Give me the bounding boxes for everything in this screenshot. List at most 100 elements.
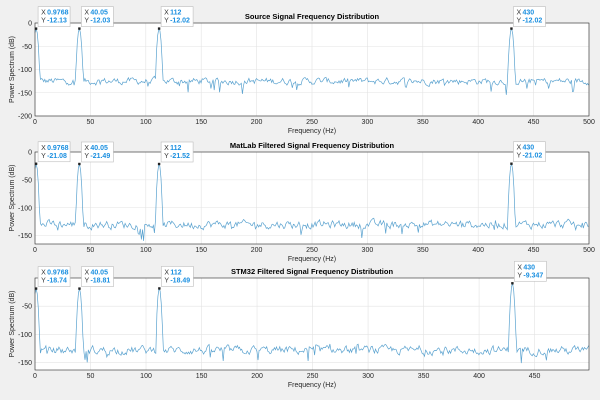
- y-tick-label: 0: [28, 150, 32, 157]
- datatip-x-key: X: [164, 145, 169, 152]
- datatip-x-key: X: [517, 264, 522, 271]
- x-tick-label: 0: [33, 119, 37, 126]
- datatip-box: [161, 266, 194, 287]
- x-tick-label: 450: [528, 119, 540, 126]
- datatip-marker: [78, 287, 81, 290]
- datatip-y-key: Y: [41, 278, 46, 285]
- datatip-box: [37, 141, 71, 163]
- datatip-y-key: Y: [164, 153, 169, 160]
- datatip-box: [81, 141, 114, 163]
- datatip-y-value: -21.02: [522, 153, 542, 160]
- y-tick-label: -50: [22, 44, 32, 51]
- datatip-marker: [78, 27, 81, 30]
- datatip-box: [160, 6, 194, 27]
- datatip-y-key: Y: [516, 18, 521, 25]
- datatip-box: [160, 141, 194, 163]
- datatip-x-key: X: [84, 145, 89, 152]
- y-tick-label: -150: [18, 360, 32, 367]
- x-axis-label: Frequency (Hz): [288, 128, 336, 135]
- datatip-y-value: -18.81: [90, 278, 110, 285]
- datatip-marker: [78, 162, 81, 166]
- y-tick-label: 0: [28, 21, 32, 28]
- datatip-marker: [511, 282, 514, 285]
- x-tick-label: 50: [87, 119, 95, 126]
- datatip-y-value: -21.49: [90, 153, 110, 160]
- x-tick-label: 200: [251, 119, 263, 126]
- datatip-marker: [158, 287, 161, 290]
- datatip-x-key: X: [84, 270, 89, 277]
- datatip-x-key: X: [164, 10, 169, 17]
- x-tick-label: 300: [362, 119, 374, 126]
- x-tick-label: 100: [140, 119, 152, 126]
- y-tick-label: -100: [18, 332, 32, 339]
- x-tick-label: 200: [251, 373, 263, 380]
- datatip-box: [514, 260, 547, 282]
- datatip-x-value: 40.05: [90, 10, 108, 17]
- datatip-x-value: 430: [522, 10, 534, 17]
- datatip-x-key: X: [164, 269, 169, 276]
- chart-title: STM32 Filtered Signal Frequency Distribu…: [231, 267, 394, 276]
- datatip-y-value: -18.74: [47, 278, 67, 285]
- datatip-x-key: X: [41, 270, 46, 277]
- datatip: X 40.05Y -12.03: [78, 6, 114, 30]
- datatip-x-key: X: [84, 10, 89, 17]
- datatip-box: [513, 6, 546, 27]
- datatip-x-value: 40.05: [90, 145, 108, 152]
- spectrum-line: [34, 282, 590, 364]
- datatip-x-value: 112: [170, 10, 181, 17]
- y-tick-label: -50: [22, 304, 32, 311]
- x-tick-label: 400: [472, 247, 484, 254]
- y-tick-label: -100: [18, 205, 32, 212]
- datatip-x-value: 112: [170, 145, 181, 152]
- x-tick-label: 250: [306, 119, 318, 126]
- x-tick-label: 300: [362, 373, 374, 380]
- x-tick-label: 200: [251, 247, 263, 254]
- x-tick-label: 150: [196, 373, 208, 380]
- y-tick-label: -50: [22, 177, 32, 184]
- x-tick-label: 100: [140, 247, 152, 254]
- x-tick-label: 400: [473, 373, 485, 380]
- datatip-x-key: X: [516, 145, 521, 152]
- datatip-y-key: Y: [516, 153, 521, 160]
- y-tick-label: -200: [18, 114, 32, 121]
- spectrum-line: [34, 162, 589, 241]
- y-axis-label: Power Spectrum (dB): [9, 291, 16, 358]
- x-tick-label: 350: [418, 373, 430, 380]
- datatip-box: [513, 141, 546, 163]
- axes-box: [34, 277, 590, 371]
- datatip-x-key: X: [41, 10, 46, 17]
- datatip-y-value: -21.52: [170, 153, 190, 160]
- x-tick-label: 250: [306, 247, 318, 254]
- datatip-x-value: 0.9768: [47, 10, 69, 17]
- axes-box: [34, 22, 590, 117]
- x-axis-label: Frequency (Hz): [288, 256, 336, 263]
- datatip-x-value: 430: [523, 264, 535, 271]
- x-tick-label: 400: [472, 119, 484, 126]
- datatip-y-key: Y: [84, 18, 89, 25]
- x-tick-label: 450: [529, 373, 541, 380]
- chart-3: 0 50 100 150 200 250 300 350 400 450 -150 -100 -50 ST…: [9, 260, 590, 389]
- datatip: X 40.05Y -18.81: [78, 266, 114, 290]
- datatip-x-key: X: [41, 145, 46, 152]
- datatip-y-key: Y: [517, 272, 522, 279]
- datatip-x-value: 40.05: [90, 270, 108, 277]
- x-tick-label: 250: [307, 373, 319, 380]
- datatip-y-value: -9.347: [523, 272, 543, 279]
- datatip-x-key: X: [516, 10, 521, 17]
- datatip-x-value: 430: [522, 145, 534, 152]
- datatip-y-key: Y: [41, 18, 46, 25]
- datatip: X 40.05Y -21.49: [78, 141, 114, 166]
- chart-2: 0 50 100 150 200 250 300 350 400 450 500 -150 -100 -5…: [9, 141, 595, 263]
- x-tick-label: 150: [195, 247, 207, 254]
- y-axis-label: Power Spectrum (dB): [9, 165, 16, 232]
- datatip-box: [81, 266, 114, 287]
- datatip-marker: [510, 162, 513, 165]
- datatip-box: [37, 6, 71, 27]
